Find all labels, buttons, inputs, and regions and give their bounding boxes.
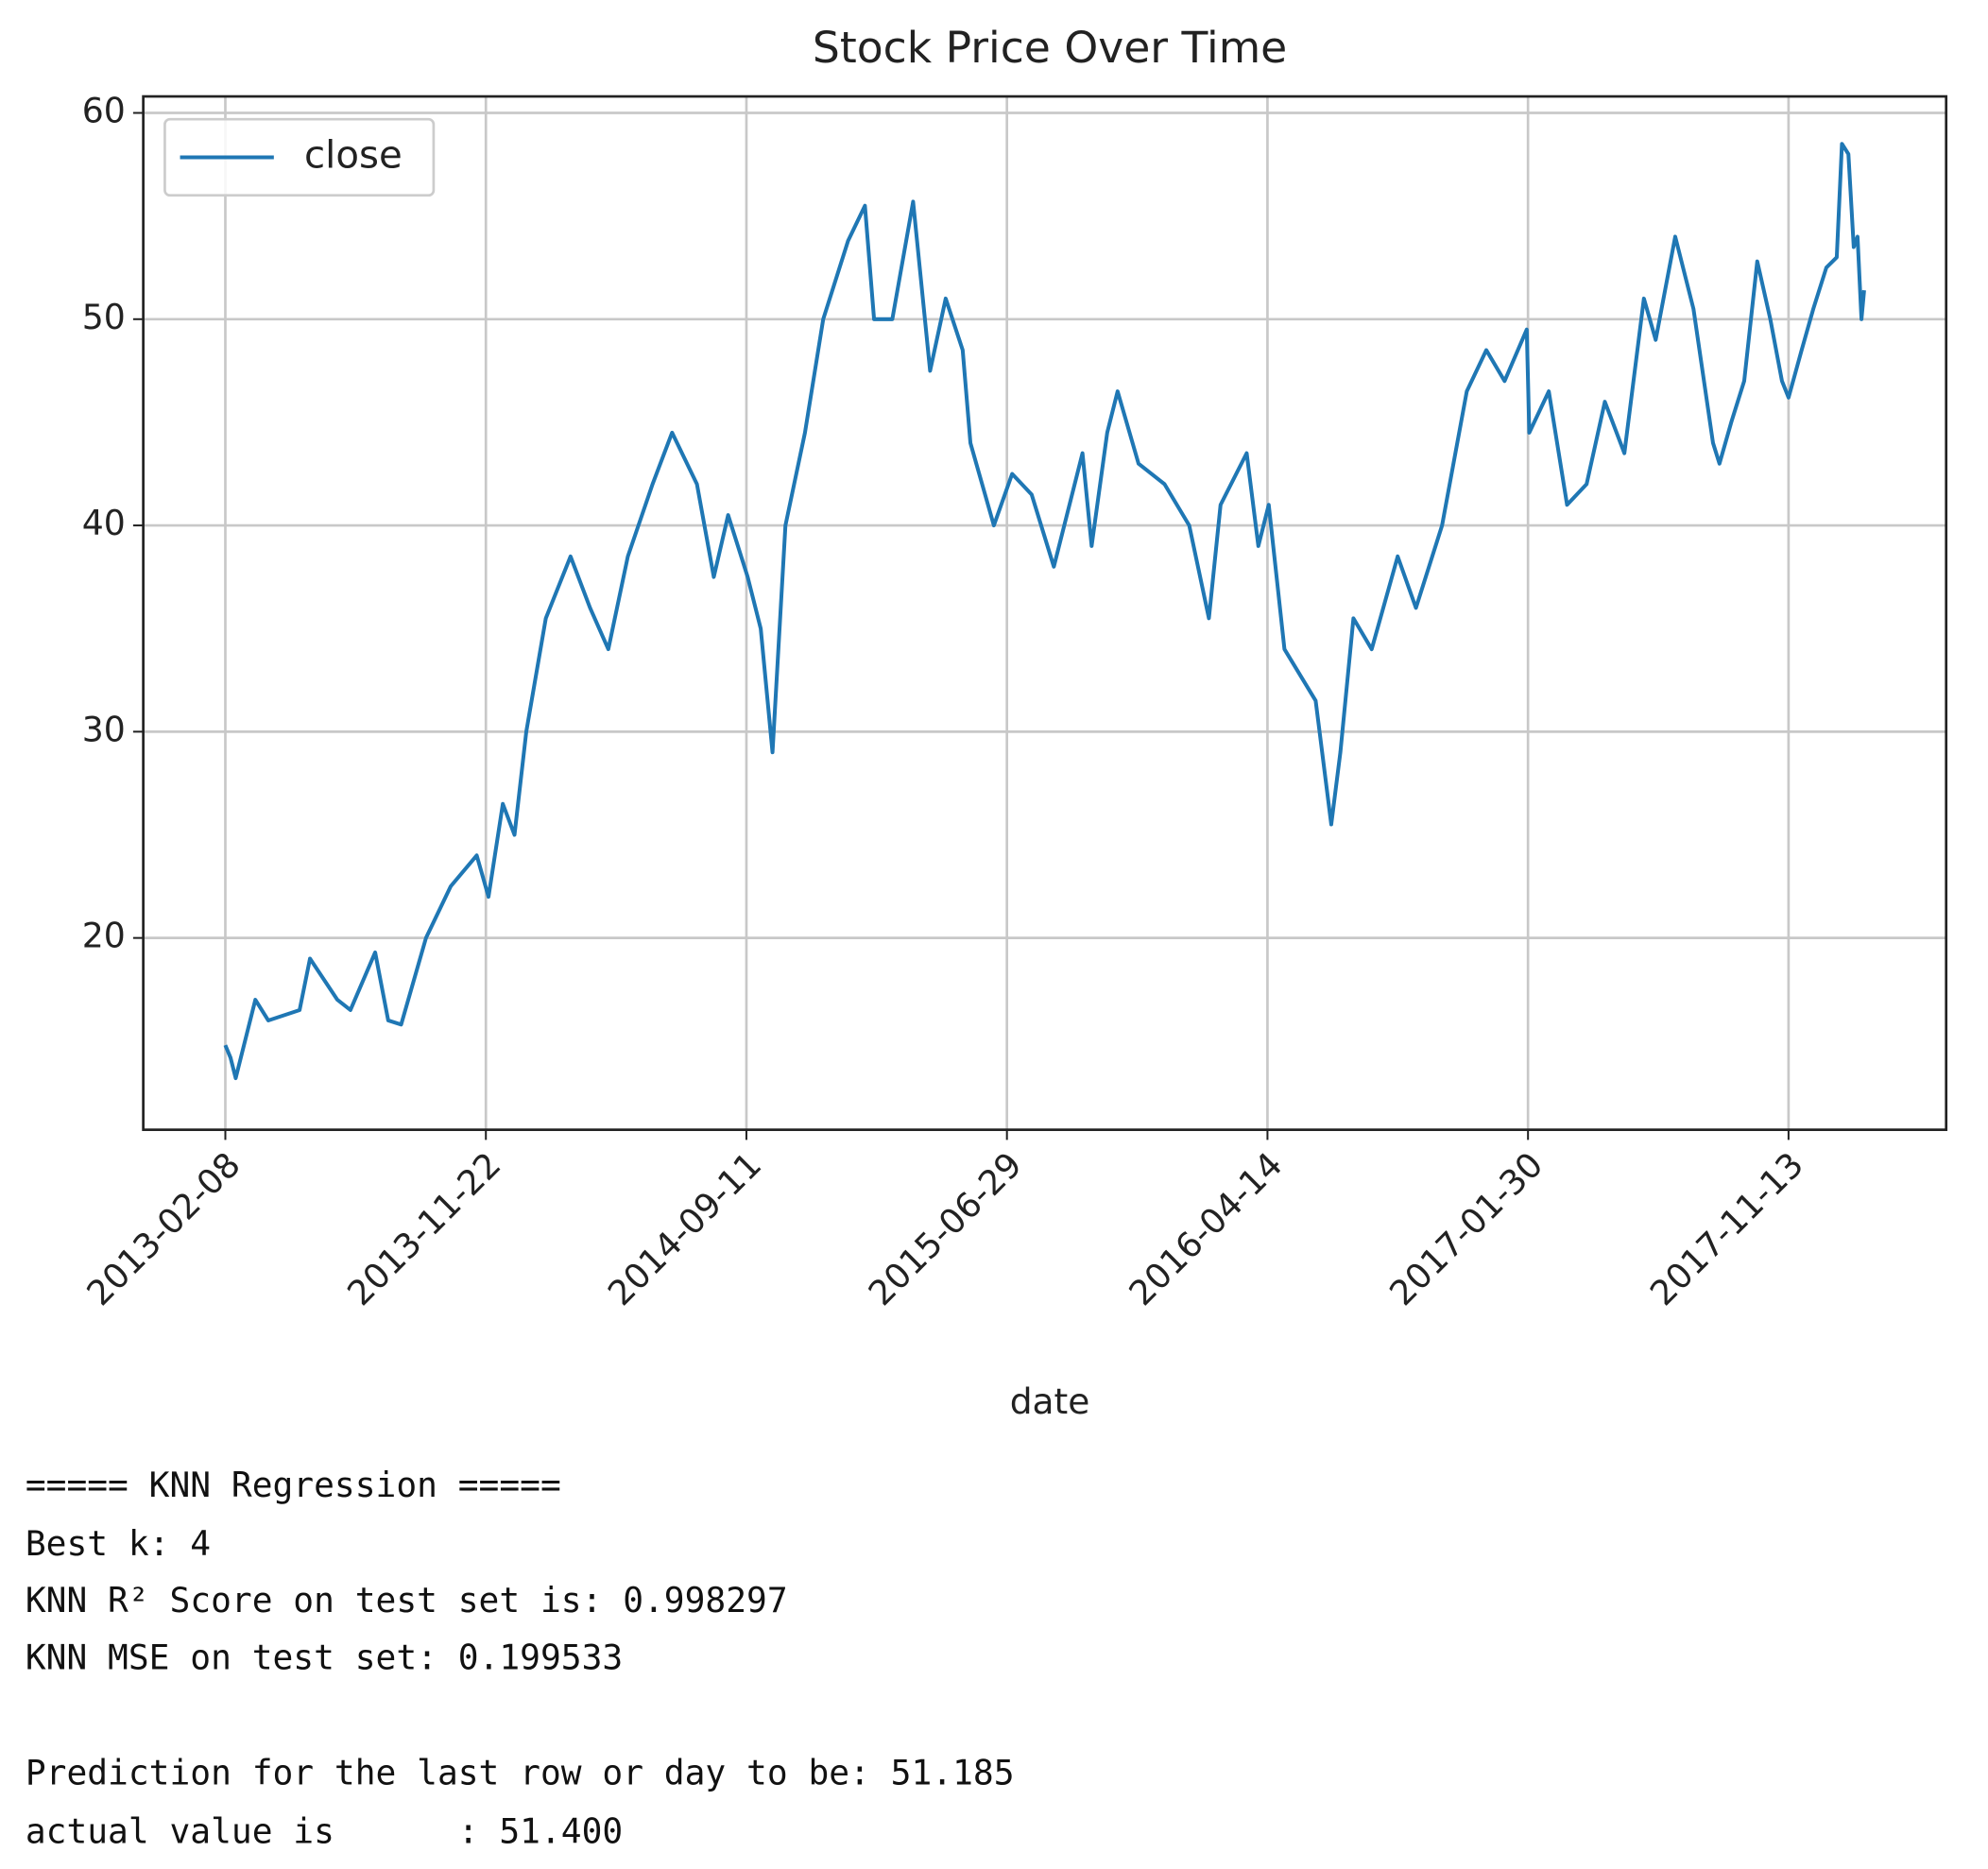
y-tick-label: 60 bbox=[82, 91, 126, 131]
output-line: KNN MSE on test set: 0.199533 bbox=[26, 1638, 623, 1678]
x-tick-label: 2015-06-29 bbox=[861, 1144, 1030, 1313]
y-tick-label: 50 bbox=[82, 297, 126, 337]
output-line: ===== KNN Regression ===== bbox=[26, 1465, 561, 1505]
output-line: actual value is : 51.400 bbox=[26, 1810, 623, 1851]
x-tick-label: 2017-01-30 bbox=[1381, 1144, 1551, 1313]
plot-frame bbox=[142, 94, 1948, 1131]
x-tick-label: 2017-11-13 bbox=[1642, 1144, 1811, 1313]
legend-box bbox=[163, 117, 436, 197]
x-axis-label: date bbox=[1010, 1380, 1090, 1422]
y-tick-label: 20 bbox=[82, 916, 126, 956]
y-tick-label: 40 bbox=[82, 503, 126, 543]
y-tick-label: 30 bbox=[82, 709, 126, 749]
output-line: KNN R² Score on test set is: 0.998297 bbox=[26, 1580, 788, 1620]
x-tick-label: 2013-02-08 bbox=[78, 1144, 248, 1313]
output-line: Best k: 4 bbox=[26, 1523, 211, 1564]
x-tick-label: 2016-04-14 bbox=[1121, 1144, 1290, 1313]
price-line bbox=[223, 142, 1866, 1081]
x-tick-label: 2014-09-11 bbox=[600, 1144, 769, 1313]
x-tick-label: 2013-11-22 bbox=[339, 1144, 508, 1313]
chart-title: Stock Price Over Time bbox=[813, 23, 1287, 73]
output-line: Prediction for the last row or day to be… bbox=[26, 1753, 1015, 1793]
legend-label: close bbox=[304, 133, 403, 177]
